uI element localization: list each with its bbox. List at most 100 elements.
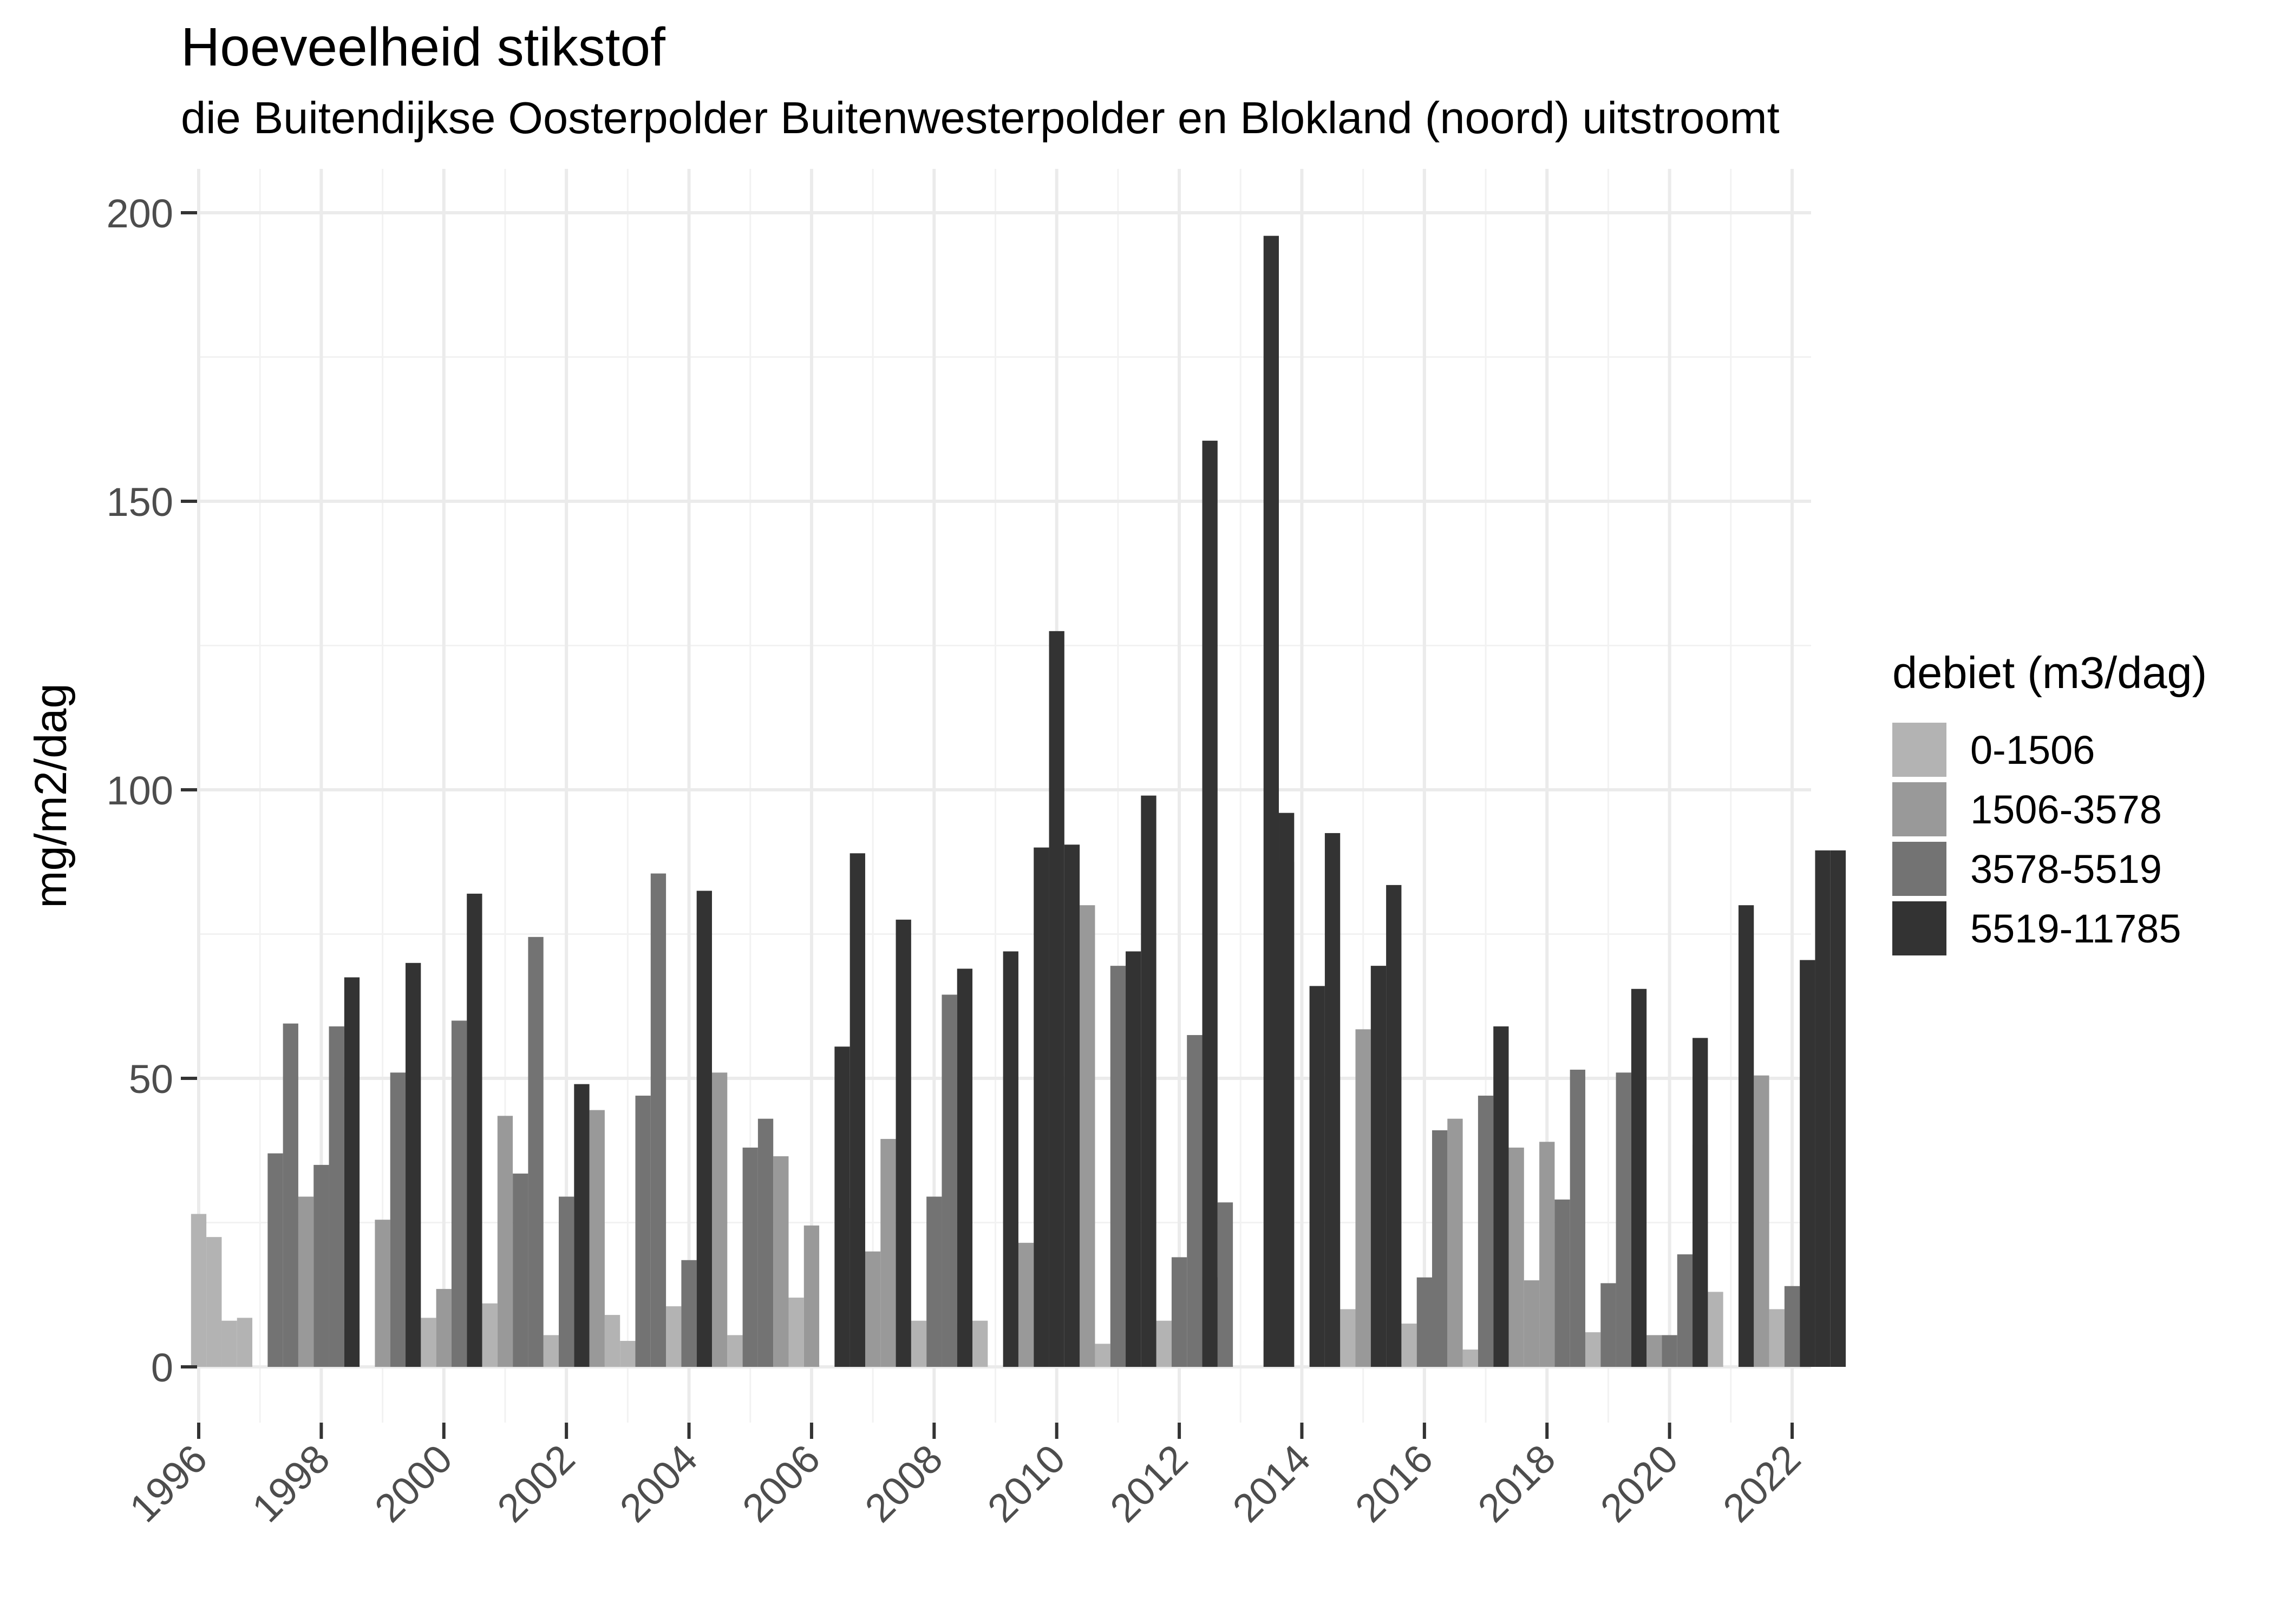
bar-3578-5519	[1187, 1035, 1203, 1367]
bar-3578-5519	[942, 994, 957, 1367]
bar-1506-3578	[1646, 1335, 1662, 1367]
bar-5519-11785	[1830, 850, 1846, 1367]
bar-5519-11785	[1034, 847, 1049, 1367]
bar-3578-5519	[1784, 1286, 1800, 1367]
bar-1506-3578	[436, 1289, 452, 1367]
bar-3578-5519	[757, 1118, 774, 1367]
bar-3578-5519	[1570, 1070, 1585, 1367]
legend-item: 0-1506	[1892, 723, 2095, 777]
bar-3578-5519	[681, 1260, 697, 1367]
bar-3578-5519	[1171, 1257, 1187, 1367]
bar-0-1506	[191, 1214, 207, 1367]
bar-0-1506	[666, 1306, 682, 1367]
bar-5519-11785	[344, 977, 360, 1367]
bar-5519-11785	[1324, 833, 1341, 1367]
bar-1506-3578	[773, 1156, 789, 1367]
bar-5519-11785	[1279, 813, 1295, 1367]
bar-1506-3578	[497, 1116, 513, 1367]
bar-5519-11785	[1493, 1026, 1509, 1367]
bar-5519-11785	[1202, 441, 1218, 1367]
legend-title: debiet (m3/dag)	[1892, 647, 2207, 698]
x-tick-label: 1996	[121, 1436, 215, 1531]
bar-0-1506	[972, 1320, 988, 1367]
legend-item: 5519-11785	[1892, 901, 2181, 955]
bar-3578-5519	[742, 1147, 758, 1367]
bar-1506-3578	[711, 1072, 728, 1367]
y-axis-title: mg/m2/dag	[25, 683, 76, 908]
bar-5519-11785	[834, 1046, 850, 1367]
chart-title: Hoeveelheid stikstof	[181, 17, 665, 77]
x-tick-label: 2022	[1714, 1436, 1809, 1531]
bar-0-1506	[911, 1320, 927, 1367]
bar-0-1506	[1708, 1292, 1723, 1367]
bar-5519-11785	[1631, 988, 1647, 1367]
bar-3578-5519	[926, 1196, 942, 1367]
bar-3578-5519	[650, 873, 666, 1367]
bar-3578-5519	[390, 1072, 406, 1367]
bar-0-1506	[421, 1318, 436, 1367]
bar-1506-3578	[880, 1138, 896, 1367]
bar-3578-5519	[267, 1153, 283, 1367]
bar-0-1506	[727, 1335, 743, 1367]
x-tick-label: 2018	[1469, 1436, 1564, 1531]
legend-label: 0-1506	[1970, 727, 2095, 772]
bar-5519-11785	[1738, 905, 1754, 1367]
bar-5519-11785	[1693, 1038, 1708, 1367]
bar-3578-5519	[1616, 1072, 1631, 1367]
bar-5519-11785	[850, 853, 865, 1367]
bar-5519-11785	[1815, 850, 1831, 1367]
bar-1506-3578	[1018, 1242, 1034, 1367]
y-tick-label: 150	[107, 480, 173, 525]
bar-1506-3578	[803, 1225, 820, 1367]
bar-5519-11785	[896, 919, 911, 1367]
legend-key	[1892, 901, 1946, 955]
bar-3578-5519	[528, 937, 544, 1367]
bar-0-1506	[1401, 1324, 1417, 1367]
bar-0-1506	[1156, 1320, 1172, 1367]
bar-5519-11785	[467, 893, 482, 1367]
bar-1506-3578	[1355, 1029, 1371, 1367]
bar-3578-5519	[451, 1020, 467, 1367]
bar-1506-3578	[375, 1220, 390, 1367]
legend-label: 3578-5519	[1970, 846, 2162, 892]
x-tick-label: 2016	[1347, 1436, 1441, 1531]
legend-key	[1892, 782, 1946, 836]
bar-0-1506	[1462, 1350, 1478, 1367]
bar-5519-11785	[1309, 986, 1325, 1367]
bar-5519-11785	[1263, 235, 1279, 1367]
x-tick-label: 2006	[734, 1436, 828, 1531]
bar-1506-3578	[865, 1251, 881, 1367]
bar-0-1506	[1340, 1309, 1356, 1367]
x-tick-label: 2010	[979, 1436, 1074, 1531]
legend-item: 3578-5519	[1892, 842, 2162, 896]
bar-1506-3578	[589, 1110, 605, 1367]
x-tick-label: 2020	[1592, 1436, 1687, 1531]
x-tick-label: 2004	[611, 1436, 706, 1531]
bar-0-1506	[604, 1315, 620, 1367]
bar-1506-3578	[1754, 1075, 1769, 1367]
bar-0-1506	[543, 1335, 559, 1367]
bar-0-1506	[1769, 1309, 1785, 1367]
x-tick-label: 2002	[488, 1436, 583, 1531]
x-tick-label: 2000	[366, 1436, 461, 1531]
bar-3578-5519	[1677, 1254, 1693, 1367]
bar-0-1506	[1095, 1344, 1110, 1367]
bar-3578-5519	[313, 1164, 329, 1367]
bar-5519-11785	[957, 968, 973, 1367]
y-tick-label: 50	[129, 1057, 173, 1102]
bar-3578-5519	[559, 1196, 574, 1367]
bar-1506-3578	[298, 1196, 314, 1367]
bar-3578-5519	[283, 1023, 298, 1367]
bar-0-1506	[620, 1341, 636, 1367]
bar-3578-5519	[1662, 1335, 1677, 1367]
bar-5519-11785	[1003, 951, 1018, 1367]
bar-3578-5519	[1416, 1277, 1432, 1367]
bar-0-1506	[1585, 1332, 1601, 1367]
bar-3578-5519	[1600, 1283, 1616, 1367]
bar-0-1506	[788, 1298, 804, 1367]
bar-5519-11785	[1141, 795, 1156, 1367]
legend-label: 1506-3578	[1970, 787, 2162, 832]
y-tick-label: 0	[151, 1345, 173, 1390]
bar-5519-11785	[1064, 844, 1080, 1367]
bar-1506-3578	[1447, 1118, 1463, 1367]
